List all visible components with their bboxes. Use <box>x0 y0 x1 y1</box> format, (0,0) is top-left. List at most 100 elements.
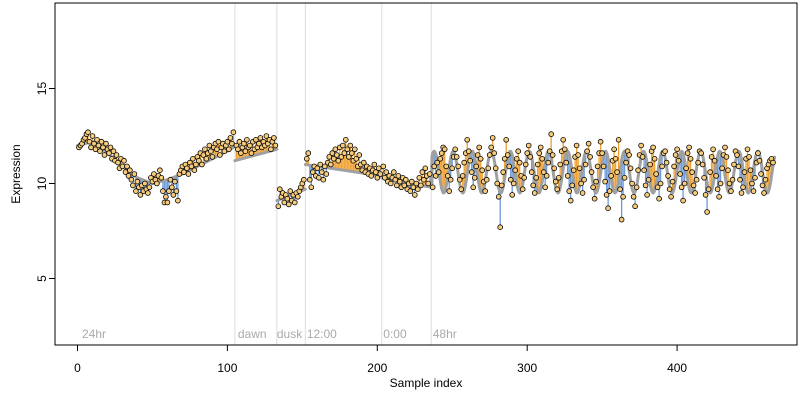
data-point <box>683 165 689 172</box>
data-point <box>215 138 222 145</box>
data-point <box>633 184 640 191</box>
data-point <box>708 154 715 160</box>
fitted-curve-segment <box>429 149 776 195</box>
data-point <box>635 167 641 174</box>
data-point <box>555 175 562 181</box>
data-point <box>461 159 468 166</box>
data-point <box>88 144 94 151</box>
data-point <box>680 197 686 204</box>
data-point <box>545 159 551 166</box>
data-point <box>746 154 752 160</box>
data-points <box>76 129 776 231</box>
data-point <box>647 161 653 168</box>
data-point <box>738 190 745 196</box>
data-point <box>690 182 697 189</box>
data-point <box>368 173 375 179</box>
data-point <box>645 176 652 183</box>
data-point <box>175 197 181 204</box>
data-point <box>564 173 571 179</box>
data-point <box>306 176 313 183</box>
data-point <box>166 188 172 194</box>
data-point <box>221 148 228 155</box>
data-point <box>238 150 244 156</box>
phase-label: 48hr <box>433 327 457 341</box>
data-point <box>687 156 694 162</box>
data-point <box>521 175 527 181</box>
data-point <box>320 176 327 183</box>
data-point <box>94 137 100 143</box>
data-point <box>396 178 403 185</box>
data-point <box>294 194 301 200</box>
data-point <box>620 194 626 200</box>
data-point <box>623 159 629 166</box>
data-point <box>458 186 465 193</box>
x-tick-label: 300 <box>517 361 537 375</box>
data-point <box>341 150 348 156</box>
data-point <box>113 152 120 158</box>
data-point <box>235 146 241 153</box>
data-point <box>284 195 291 202</box>
data-point <box>612 156 619 162</box>
data-point <box>374 175 381 181</box>
data-point <box>762 176 769 183</box>
data-point <box>464 137 471 143</box>
data-point <box>209 154 216 160</box>
data-point <box>303 156 310 162</box>
data-point <box>360 159 367 166</box>
data-point <box>416 175 423 181</box>
data-point <box>208 148 214 155</box>
data-point <box>318 169 325 175</box>
data-point <box>666 186 673 193</box>
data-point <box>627 165 634 172</box>
data-point <box>285 201 292 208</box>
data-point <box>202 146 208 153</box>
data-point <box>702 192 709 198</box>
data-point <box>476 144 483 151</box>
data-point <box>707 169 713 175</box>
data-point <box>413 180 420 187</box>
data-point <box>142 180 148 187</box>
data-point <box>263 133 270 139</box>
x-tick-label: 100 <box>217 361 237 375</box>
data-point <box>97 148 103 155</box>
data-point <box>387 180 394 187</box>
data-point <box>566 188 572 194</box>
data-point <box>614 169 620 175</box>
data-point <box>684 150 691 156</box>
data-point <box>281 199 288 206</box>
data-point <box>573 142 580 149</box>
data-point <box>717 180 724 187</box>
data-point <box>390 169 397 175</box>
data-point <box>181 169 187 175</box>
data-point <box>663 159 670 166</box>
data-point <box>275 203 282 210</box>
data-point <box>585 140 592 147</box>
data-point <box>741 169 748 175</box>
data-point <box>253 137 259 143</box>
data-point <box>626 152 632 158</box>
x-axis-title: Sample index <box>390 376 463 390</box>
data-point <box>345 154 352 160</box>
data-point <box>470 184 477 191</box>
data-point <box>151 171 157 177</box>
data-point <box>686 144 692 151</box>
data-point <box>160 188 166 194</box>
data-point <box>272 142 279 149</box>
data-point <box>524 150 530 156</box>
data-point <box>214 146 220 153</box>
data-point <box>506 163 513 170</box>
data-point <box>330 156 337 162</box>
data-point <box>446 188 453 194</box>
data-point <box>498 182 505 189</box>
data-point <box>441 146 448 153</box>
data-point <box>729 176 736 183</box>
data-point <box>402 176 409 183</box>
data-point <box>501 156 508 162</box>
data-point <box>158 175 165 181</box>
data-point <box>656 195 662 202</box>
data-point <box>248 150 255 156</box>
data-point <box>236 138 243 145</box>
data-point <box>383 169 390 175</box>
data-point <box>677 171 683 177</box>
